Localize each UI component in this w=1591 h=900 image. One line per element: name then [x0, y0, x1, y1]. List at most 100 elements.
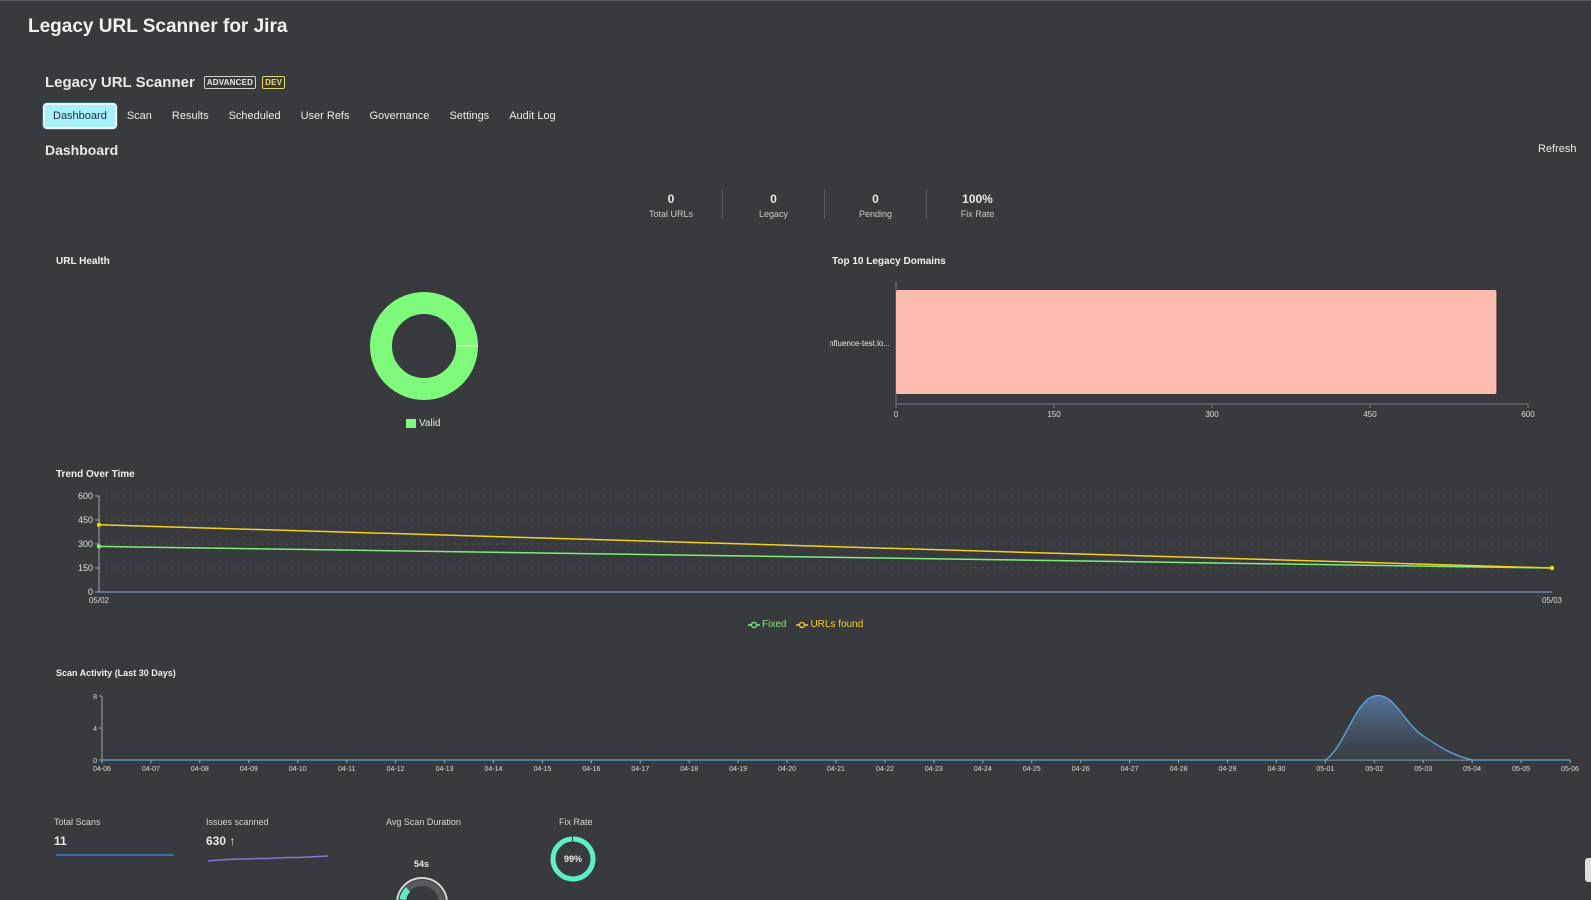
stat-label: Pending	[858, 209, 893, 219]
app-title: Legacy URL Scanner for Jira	[28, 16, 288, 37]
tab-audit-log[interactable]: Audit Log	[509, 110, 556, 122]
x-tick-label: 04-12	[387, 766, 405, 773]
x-tick-label: 04-18	[680, 766, 698, 773]
url-health-title: URL Health	[56, 256, 110, 267]
avg-duration-gauge	[396, 877, 448, 900]
x-tick-label: 04-23	[925, 766, 943, 773]
x-tick-label: 05-06	[1561, 766, 1579, 773]
x-tick-label: 0	[894, 410, 899, 419]
stat-fix-rate: 100% Fix Rate	[926, 190, 1028, 219]
tab-governance[interactable]: Governance	[369, 110, 430, 122]
series-line-0	[98, 545, 1553, 569]
kpi-fix-rate-label: Fix Rate	[559, 817, 593, 827]
summary-stats: 0 Total URLs 0 Legacy 0 Pending 100% Fix…	[620, 190, 1028, 219]
activity-area	[102, 695, 1570, 760]
x-tick-label: 04-09	[240, 766, 258, 773]
scanner-title: Legacy URL Scanner	[45, 74, 195, 91]
y-tick-label: 300	[78, 539, 93, 549]
total-scans-sparkline	[56, 854, 174, 856]
data-point	[1549, 565, 1555, 571]
x-tick-label: 05-03	[1414, 766, 1432, 773]
activity-title: Scan Activity (Last 30 Days)	[56, 668, 176, 678]
x-tick-label: 04-28	[1170, 766, 1188, 773]
x-tick-label: 04-19	[729, 766, 747, 773]
x-tick-label: 04-06	[93, 766, 111, 773]
x-tick-label: 04-26	[1072, 766, 1090, 773]
y-tick-label: 8	[93, 694, 97, 701]
x-tick-label: 04-08	[191, 766, 209, 773]
top-domains-title: Top 10 Legacy Domains	[832, 256, 946, 267]
x-tick-label: 04-30	[1267, 766, 1285, 773]
fix-rate-ring-value: 99%	[563, 854, 582, 864]
activity-chart: 0 4 8 04-06 04-07 04-08 04-09 04-10 04-11 04-12 04…	[93, 694, 1579, 773]
kpi-issues-value: 630 ↑	[206, 834, 236, 848]
x-tick-label: 04-22	[876, 766, 894, 773]
x-tick-label: 04-24	[974, 766, 992, 773]
y-tick-label: 0	[88, 587, 93, 597]
y-tick-label: 4	[93, 726, 97, 733]
stat-value: 0	[770, 192, 777, 206]
tab-settings[interactable]: Settings	[449, 110, 490, 122]
activity-line	[102, 695, 1570, 761]
legend-label: Fixed	[762, 619, 787, 630]
x-tick-label: 04-25	[1023, 766, 1041, 773]
kpi-issues-label: Issues scanned	[206, 817, 269, 827]
kpi-total-scans-label: Total Scans	[54, 817, 101, 827]
x-tick-label: 04-15	[533, 766, 551, 773]
x-tick-label: 04-21	[827, 766, 845, 773]
refresh-button[interactable]: Refresh	[1538, 143, 1577, 155]
data-point	[96, 522, 102, 527]
legend-label: URLs found	[810, 619, 864, 630]
legend-fixed[interactable]: Fixed	[748, 619, 786, 630]
top-border	[0, 0, 1591, 1]
dev-badge: DEV	[262, 76, 286, 89]
x-tick-label: 04-07	[142, 766, 160, 773]
bar-0	[896, 290, 1497, 394]
donut-slice-valid	[370, 292, 478, 400]
tab-results[interactable]: Results	[171, 110, 209, 122]
x-tick-label: 04-17	[631, 766, 649, 773]
trend-title: Trend Over Time	[56, 469, 135, 480]
tab-scheduled[interactable]: Scheduled	[228, 110, 281, 122]
y-tick-label: 150	[78, 563, 93, 573]
page-title: Dashboard	[45, 142, 119, 158]
x-tick-label: 04-20	[778, 766, 796, 773]
legend-valid: Valid	[406, 418, 441, 429]
main-tabs: Dashboard Scan Results Scheduled User Re…	[43, 103, 566, 129]
stat-label: Legacy	[758, 209, 789, 219]
tab-scan[interactable]: Scan	[126, 110, 152, 122]
x-tick-label: 300	[1205, 410, 1219, 419]
data-point	[96, 544, 102, 549]
x-tick-label: 600	[1521, 410, 1535, 419]
legend-urls-found[interactable]: URLs found	[796, 619, 863, 630]
x-tick-label: 04-13	[436, 766, 454, 773]
tab-user-refs[interactable]: User Refs	[300, 110, 350, 122]
top-domains-chart: confluence-test.lo... 0 150 300 450 600	[830, 282, 1535, 419]
stat-label: Fix Rate	[960, 209, 995, 219]
advanced-badge: ADVANCED	[203, 76, 257, 89]
tab-dashboard[interactable]: Dashboard	[43, 103, 117, 129]
url-health-donut	[370, 292, 478, 400]
x-tick-label: 05-01	[1316, 766, 1334, 773]
legend-swatch	[406, 419, 416, 428]
x-tick-label: 05/02	[89, 596, 110, 605]
category-label: confluence-test.lo...	[830, 339, 890, 348]
stat-legacy: 0 Legacy	[722, 190, 824, 219]
scrollbar-handle[interactable]	[1585, 858, 1591, 882]
url-health-legend: Valid	[406, 418, 441, 429]
fix-rate-ring	[550, 836, 596, 882]
x-tick-label: 05-04	[1463, 766, 1481, 773]
x-tick-label: 450	[1363, 410, 1377, 419]
x-tick-label: 04-11	[338, 766, 355, 773]
y-tick-label: 450	[78, 515, 93, 525]
x-tick-label: 04-27	[1121, 766, 1139, 773]
x-tick-label: 05-05	[1512, 766, 1530, 773]
legend-fixed-marker	[748, 621, 760, 628]
scanner-header: Legacy URL Scanner ADVANCED DEV	[45, 74, 286, 91]
stat-label: Total URLs	[648, 209, 693, 219]
y-tick-label: 600	[78, 491, 93, 501]
stat-pending: 0 Pending	[824, 190, 926, 219]
x-tick-label: 04-29	[1219, 766, 1237, 773]
legend-label: Valid	[419, 418, 441, 429]
x-tick-label: 04-16	[582, 766, 600, 773]
